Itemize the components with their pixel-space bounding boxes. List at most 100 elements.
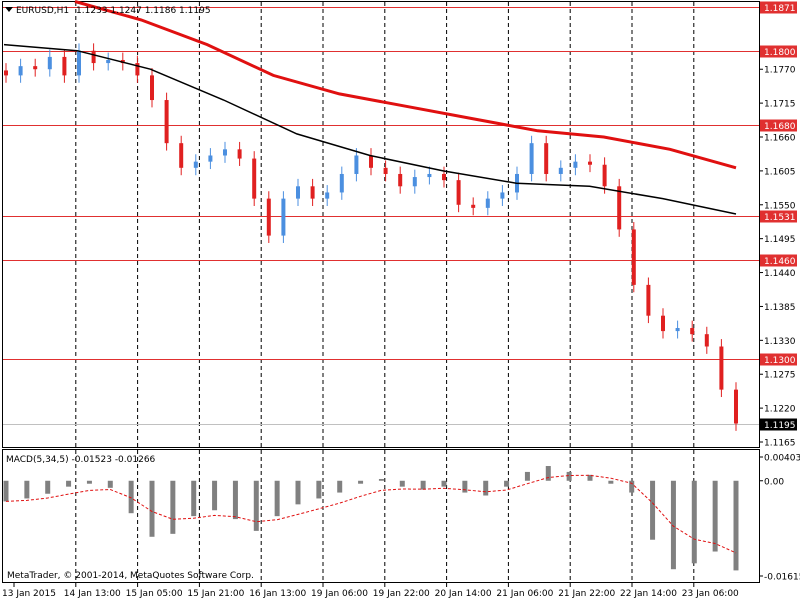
- time-axis: 13 Jan 2015 14 Jan 13:00 15 Jan 05:00 15 Ja…: [2, 583, 739, 599]
- candle-body: [369, 155, 373, 168]
- ma-slow-line: [74, 0, 737, 170]
- candle-body: [500, 192, 505, 199]
- candle-body: [91, 50, 96, 64]
- macd-bar: [212, 480, 218, 511]
- candle-body: [398, 173, 403, 187]
- x-tick-label: 21 Jan 06:00: [496, 589, 553, 599]
- candle-body: [661, 315, 665, 332]
- candle-body: [588, 161, 592, 165]
- candle-body: [442, 173, 446, 181]
- macd-bar: [399, 480, 405, 487]
- candle-body: [237, 149, 242, 159]
- candle-body: [471, 204, 476, 208]
- candle-body: [427, 173, 432, 178]
- macd-y-tick-label: 0.00403: [764, 454, 800, 464]
- candle-body: [719, 346, 724, 390]
- macd-bar: [670, 480, 676, 570]
- macd-bar: [378, 478, 384, 481]
- macd-bar: [462, 480, 468, 493]
- y-tick-label: 1.1165: [764, 439, 796, 449]
- macd-y-tick-label: 0.00: [764, 477, 784, 487]
- candle-body: [734, 389, 738, 424]
- dropdown-arrow-icon[interactable]: [5, 7, 13, 12]
- candle-body: [704, 334, 709, 347]
- macd-y-tick-label: -0.01615: [764, 573, 800, 583]
- macd-histogram: [3, 466, 739, 571]
- candle-body: [266, 198, 271, 236]
- level-tag-label: 1.1871: [764, 4, 796, 14]
- level-tag-label: 1.1460: [764, 257, 796, 267]
- candle-body: [412, 177, 417, 187]
- level-tag-label: 1.1800: [764, 48, 796, 58]
- macd-bar: [524, 471, 530, 481]
- x-tick-label: 14 Jan 13:00: [64, 589, 121, 599]
- candle-body: [573, 161, 578, 168]
- candle-body: [558, 167, 563, 174]
- y-tick-label: 1.1550: [764, 201, 796, 211]
- y-tick-label: 1.1660: [764, 134, 796, 144]
- x-tick-label: 20 Jan 14:00: [435, 589, 492, 599]
- candle-body: [106, 59, 111, 64]
- x-tick-label: 21 Jan 22:00: [558, 589, 615, 599]
- level-tag-label: 1.1531: [764, 213, 796, 223]
- candle-body: [179, 143, 184, 168]
- candle-body: [223, 149, 227, 156]
- candle-body: [617, 186, 622, 230]
- y-tick-label: 1.1495: [764, 235, 796, 245]
- level-tag-label: 1.1680: [764, 122, 796, 132]
- x-tick-label: 19 Jan 06:00: [311, 589, 368, 599]
- macd-signal-line: [5, 474, 737, 554]
- y-tick-label: 1.1385: [764, 303, 796, 313]
- macd-bar: [191, 480, 197, 517]
- macd-bar: [650, 480, 656, 540]
- level-tag: [760, 254, 797, 267]
- y-tick-label: 1.1330: [764, 337, 796, 347]
- candle-body: [135, 63, 140, 76]
- macd-bar: [587, 474, 593, 481]
- macd-bar: [295, 480, 301, 505]
- level-tag: [760, 119, 797, 132]
- macd-plot-frame: [2, 449, 760, 583]
- current-price-label: 1.1195: [764, 421, 796, 431]
- candle-body: [252, 158, 257, 199]
- macd-bar: [66, 480, 72, 487]
- candle-body: [646, 284, 651, 316]
- candle-body: [4, 70, 8, 76]
- macd-bar: [608, 480, 614, 484]
- level-tag-label: 1.1300: [764, 356, 796, 366]
- horizontal-levels: [3, 7, 759, 425]
- level-tag: [760, 1, 797, 14]
- x-tick-label: 23 Jan 06:00: [682, 589, 739, 599]
- macd-bar: [712, 480, 718, 552]
- candle-body: [339, 173, 344, 193]
- macd-bar: [316, 480, 322, 499]
- y-tick-label: 1.1275: [764, 371, 796, 381]
- candle-body: [77, 50, 81, 76]
- vertical-grid: [75, 2, 695, 582]
- macd-bar: [128, 480, 134, 514]
- candle-body: [18, 66, 23, 76]
- candle-body: [62, 56, 67, 76]
- candle-body: [208, 155, 213, 162]
- candle-body: [485, 198, 490, 208]
- macd-bar: [3, 480, 9, 502]
- candlesticks: [4, 43, 738, 431]
- ma-fast-line: [3, 43, 737, 215]
- macd-bar: [441, 480, 447, 487]
- level-tag: [760, 353, 797, 366]
- macd-bar: [274, 480, 280, 517]
- candle-body: [544, 143, 549, 174]
- candle-body: [602, 164, 607, 187]
- x-tick-label: 19 Jan 22:00: [373, 589, 430, 599]
- x-tick-label: 22 Jan 14:00: [620, 589, 677, 599]
- candle-body: [325, 192, 330, 199]
- macd-bar: [733, 480, 739, 571]
- x-tick-label: 15 Jan 21:00: [187, 589, 244, 599]
- macd-bar: [86, 480, 92, 484]
- macd-bar: [232, 480, 238, 520]
- y-tick-label: 1.1715: [764, 100, 796, 110]
- y-tick-label: 1.1770: [764, 66, 796, 76]
- macd-bar: [253, 480, 259, 531]
- y-tick-label: 1.1440: [764, 269, 796, 279]
